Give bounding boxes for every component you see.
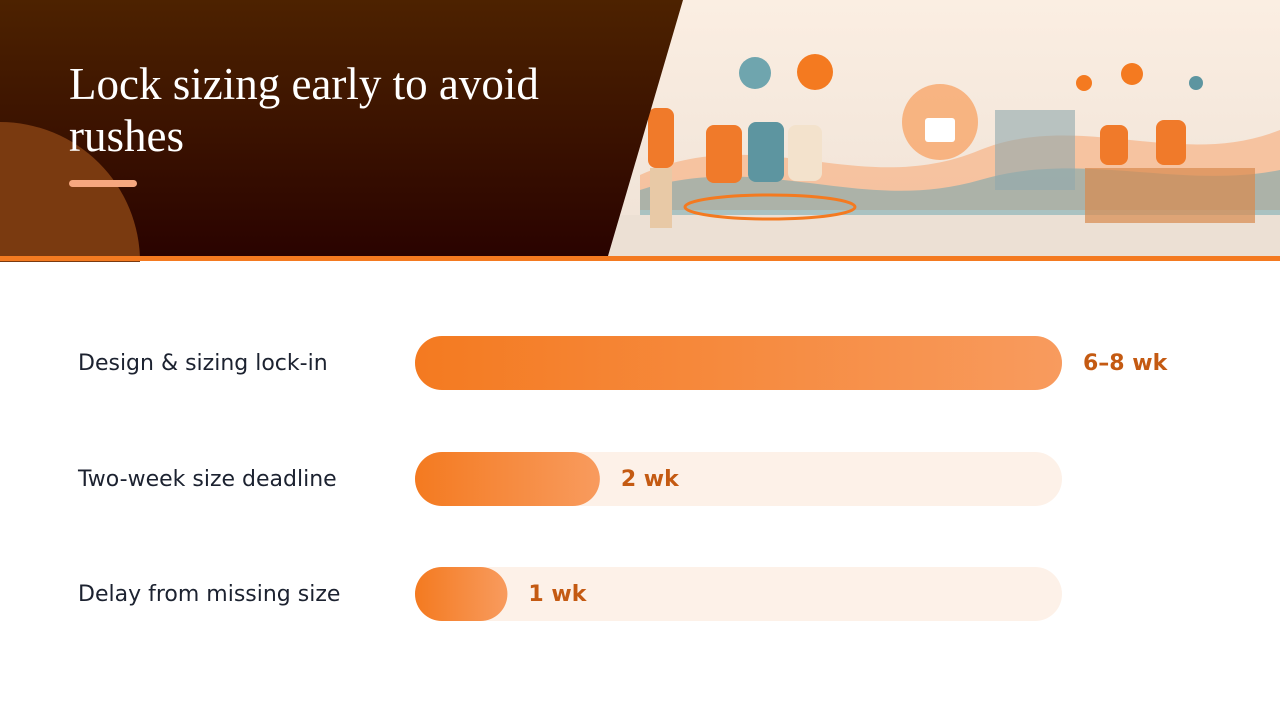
bar-track <box>415 452 1062 506</box>
value-label: 2 wk <box>621 467 680 492</box>
bar <box>415 452 600 506</box>
bar <box>415 336 1062 390</box>
slide-title: Lock sizing early to avoid rushes <box>69 59 539 161</box>
bar-track <box>415 567 1062 621</box>
category-label: Two-week size deadline <box>77 467 337 492</box>
category-label: Design & sizing lock-in <box>78 351 328 376</box>
value-label: 1 wk <box>528 582 587 607</box>
bar-track <box>415 336 1062 390</box>
bar <box>415 567 508 621</box>
value-label: 6–8 wk <box>1083 351 1169 376</box>
category-label: Delay from missing size <box>78 582 340 607</box>
header-art <box>0 0 1280 262</box>
